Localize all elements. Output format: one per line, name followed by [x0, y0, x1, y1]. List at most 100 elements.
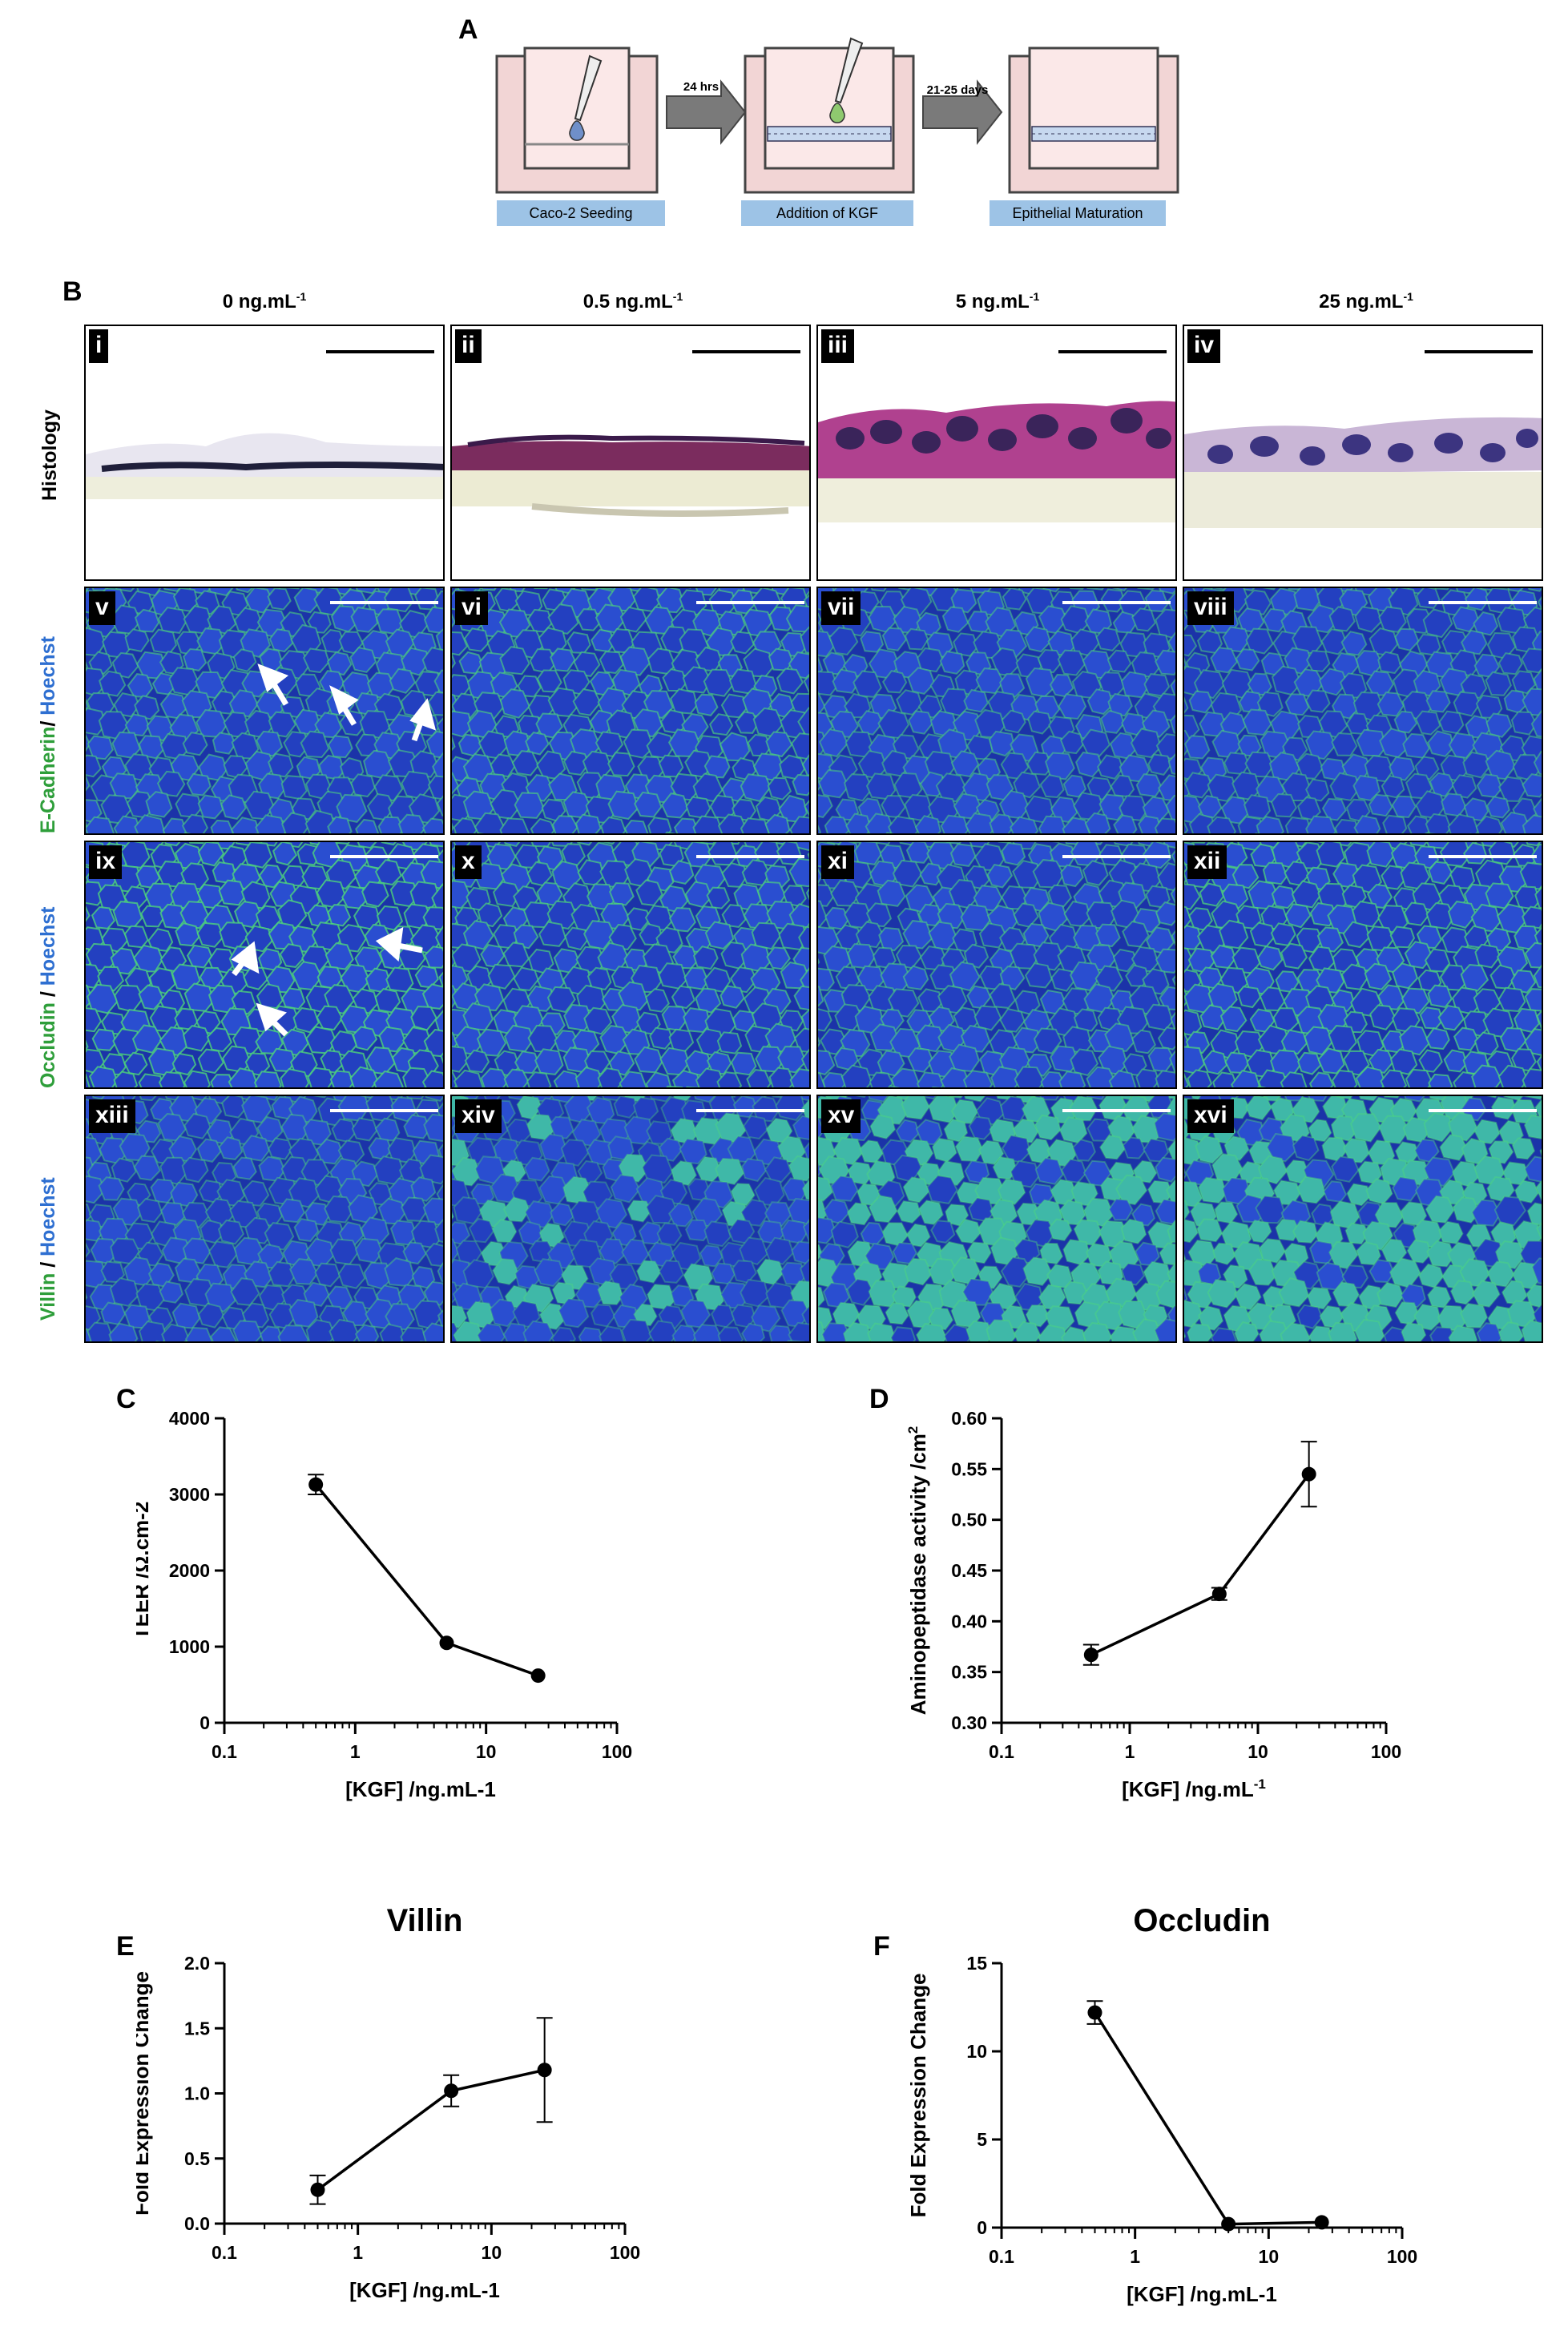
histology-image: [452, 434, 809, 517]
fluorescence-image: [1184, 842, 1542, 1087]
x-tick-label: 1: [350, 1741, 361, 1762]
y-tick-label: 0.0: [184, 2213, 210, 2234]
y-tick-label: 1.0: [184, 2083, 210, 2104]
y-tick-label: 1.5: [184, 2018, 210, 2039]
scale-bar: [330, 1109, 438, 1112]
histology-image: [1184, 417, 1542, 528]
fluorescence-image: [1184, 588, 1542, 833]
scale-bar: [330, 855, 438, 858]
tile-label: xii: [1187, 845, 1227, 879]
data-point: [1211, 1587, 1227, 1602]
histology-image: [818, 401, 1175, 522]
well-3: [1008, 46, 1179, 194]
chart-title: Villin: [387, 1903, 463, 1938]
tile-vii: vii: [816, 587, 1177, 835]
arrow-annotations: [257, 663, 437, 742]
x-tick-label: 100: [602, 1741, 632, 1762]
tile-label: viii: [1187, 591, 1234, 625]
tile-viii: viii: [1183, 587, 1543, 835]
y-tick-label: 5: [977, 2129, 987, 2150]
chart-f-occludin: Occludin 0 5 10 15 0.1 1 10 100 [KGF] /ng.mL-1 Fol…: [906, 1903, 1417, 2306]
tile-label: xiv: [455, 1099, 502, 1133]
schematic-diagram: [495, 37, 1179, 194]
series-0-line: [1090, 1473, 1311, 1656]
y-tick-label: 0.50: [951, 1510, 987, 1530]
step-label-kgf: Addition of KGF: [741, 200, 913, 226]
y-tick-label: 3000: [169, 1484, 210, 1505]
tile-label: iii: [821, 329, 855, 363]
tile-xv: xv: [816, 1095, 1177, 1343]
fluorescence-image: [86, 588, 443, 833]
y-tick-label: 0: [977, 2217, 987, 2238]
y-tick-label: 10: [966, 2041, 987, 2062]
data-point: [530, 1668, 546, 1684]
x-tick-label: 10: [1248, 1741, 1268, 1762]
tile-ii: ii: [450, 325, 811, 581]
well-2: [744, 37, 915, 194]
data-point: [1087, 2005, 1102, 2020]
arrow-1: [666, 79, 747, 145]
row-label-ecadherin: E-Cadherin/ Hoechst: [37, 636, 59, 833]
series-0-line: [314, 1483, 539, 1677]
x-axis-label: [KGF] /ng.mL-1: [1127, 2282, 1277, 2306]
data-point: [439, 1635, 454, 1651]
arrow-2: [922, 79, 1003, 145]
y-tick-label: 0: [200, 1712, 210, 1733]
panel-c-letter: C: [116, 1384, 136, 1414]
panel-e-letter: E: [116, 1931, 135, 1962]
chart-d-aminopeptidase: 0.30 0.35 0.40 0.45 0.50 0.55 0.60 0.1 1 10 100 [KG…: [905, 1408, 1401, 1801]
x-tick-label: 1: [1125, 1741, 1135, 1762]
scale-bar: [696, 601, 804, 604]
scale-bar: [1425, 350, 1533, 353]
chart-e-villin: Villin 0.0 0.5 1.0 1.5 2.0 0.1 1 10 100 [KGF] /ng.…: [136, 1903, 640, 2302]
fluorescence-image: [86, 842, 443, 1087]
data-point: [1083, 1647, 1098, 1663]
tile-label: xv: [821, 1099, 861, 1133]
scale-bar: [696, 855, 804, 858]
tile-ix: ix: [84, 841, 445, 1089]
tile-label: i: [89, 329, 109, 363]
data-point: [1221, 2216, 1236, 2232]
tile-label: x: [455, 845, 482, 879]
tile-label: v: [89, 591, 115, 625]
y-tick-label: 0.35: [951, 1662, 987, 1683]
y-tick-label: 1000: [169, 1636, 210, 1657]
y-tick-label: 0.40: [951, 1611, 987, 1631]
x-tick-label: 100: [610, 2242, 640, 2263]
y-tick-label: 15: [966, 1953, 987, 1974]
x-tick-label: 10: [482, 2242, 502, 2263]
row-label-histology: Histology: [38, 409, 61, 501]
y-axis-label: Fold Expression Change: [136, 1971, 153, 2216]
y-tick-label: 0.30: [951, 1712, 987, 1733]
data-point: [444, 2083, 459, 2099]
tile-v: v: [84, 587, 445, 835]
y-tick-label: 0.60: [951, 1408, 987, 1429]
tile-label: vi: [455, 591, 489, 625]
y-tick-label: 2000: [169, 1560, 210, 1581]
x-tick-label: 10: [1259, 2246, 1280, 2267]
data-point: [310, 2182, 325, 2197]
column-header-5: 5 ng.mL-1: [955, 290, 1040, 313]
column-header-0: 0 ng.mL-1: [222, 290, 307, 313]
column-header-25: 25 ng.mL-1: [1319, 290, 1413, 313]
fluorescence-image: [1184, 1096, 1542, 1341]
tile-xvi: xvi: [1183, 1095, 1543, 1343]
fluorescence-image: [86, 1096, 443, 1341]
tile-label: xvi: [1187, 1099, 1234, 1133]
tile-iii: iii: [816, 325, 1177, 581]
tile-xiii: xiii: [84, 1095, 445, 1343]
step-label-maturation: Epithelial Maturation: [990, 200, 1166, 226]
x-tick-label: 1: [353, 2242, 363, 2263]
scale-bar: [696, 1109, 804, 1112]
y-axis-label: Aminopeptidase activity /cm2: [905, 1426, 930, 1716]
y-tick-label: 2.0: [184, 1953, 210, 1974]
data-point: [537, 2063, 552, 2078]
fluorescence-image: [452, 842, 809, 1087]
x-tick-label: 0.1: [989, 2246, 1014, 2267]
panel-f-letter: F: [873, 1931, 890, 1962]
x-axis-label: [KGF] /ng.mL-1: [345, 1777, 496, 1801]
scale-bar: [1429, 855, 1537, 858]
x-tick-label: 100: [1371, 1741, 1401, 1762]
y-tick-label: 4000: [169, 1408, 210, 1429]
x-tick-label: 0.1: [989, 1741, 1014, 1762]
